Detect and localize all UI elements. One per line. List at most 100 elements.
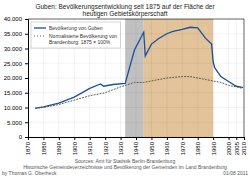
y-tick-mark	[25, 19, 28, 20]
y-tick-label: 0	[19, 134, 23, 140]
x-tick-mark	[121, 137, 122, 140]
y-tick: 30.000	[4, 46, 28, 52]
y-tick-label: 10.000	[4, 105, 23, 111]
x-tick: 1990	[211, 137, 217, 155]
x-tick-label: 2000	[226, 141, 232, 155]
x-tick-mark	[167, 137, 168, 140]
y-tick: 20.000	[4, 75, 28, 81]
x-tick-label: 2010	[241, 141, 247, 155]
legend-label: Bevölkerung von Guben	[49, 25, 103, 31]
x-tick-label: 1930	[118, 141, 124, 155]
legend-item: Bevölkerung von Guben	[34, 25, 103, 31]
y-tick-mark	[25, 137, 28, 138]
grid-line-y	[28, 107, 244, 108]
x-tick: 1960	[164, 137, 170, 155]
y-tick-label: 25.000	[4, 61, 23, 67]
x-tick: 1900	[72, 137, 78, 155]
grid-line-y	[28, 122, 244, 123]
y-tick: 10.000	[4, 105, 28, 111]
y-tick: 40.000	[4, 16, 28, 22]
x-tick-mark	[43, 137, 44, 140]
x-tick-mark	[182, 137, 183, 140]
legend-label-line: Brandenburg: 1875 = 100%	[49, 39, 111, 45]
y-tick-label: 15.000	[4, 90, 23, 96]
x-tick-label: 1960	[164, 141, 170, 155]
legend: Bevölkerung von Guben Normalisierte Bevöl…	[31, 22, 120, 48]
x-tick: 1980	[195, 137, 201, 155]
x-tick: 2005	[234, 137, 240, 155]
title: Guben: Bevölkerungsentwicklung seit 1875…	[35, 3, 215, 19]
x-tick: 1940	[133, 137, 139, 155]
x-tick-label: 1950	[149, 141, 155, 155]
x-tick: 2010	[241, 137, 247, 155]
legend-swatch	[34, 36, 46, 37]
y-tick-label: 35.000	[4, 31, 23, 37]
grid-line-y	[28, 78, 244, 79]
x-tick-label: 2005	[234, 141, 240, 155]
x-tick-label: 1920	[103, 141, 109, 155]
y-tick: 0	[19, 134, 28, 140]
y-tick-label: 30.000	[4, 46, 23, 52]
x-tick-label: 1880	[41, 141, 47, 155]
y-tick-mark	[25, 93, 28, 94]
x-tick-mark	[213, 137, 214, 140]
legend-label: Normalisierte Bevölkerung vonBrandenburg…	[49, 33, 117, 45]
y-tick-mark	[25, 122, 28, 123]
x-tick-mark	[90, 137, 91, 140]
x-tick-label: 1940	[133, 141, 139, 155]
x-tick: 1930	[118, 137, 124, 155]
x-tick-label: 1900	[72, 141, 78, 155]
grid	[28, 19, 244, 137]
y-tick-mark	[25, 108, 28, 109]
x-tick-mark	[151, 137, 152, 140]
source-note: 01/08 2011	[223, 170, 248, 176]
legend-box	[31, 22, 120, 48]
y-tick-mark	[25, 49, 28, 50]
x-tick-label: 1890	[56, 141, 62, 155]
grid-line-y	[28, 19, 244, 20]
x-axis-line	[29, 138, 245, 141]
x-tick-label: 1970	[180, 141, 186, 155]
x-tick-label: 1870	[25, 141, 31, 155]
series-line	[36, 27, 243, 108]
x-tick-mark	[198, 137, 199, 140]
y-tick-label: 20.000	[4, 75, 23, 81]
frame-top	[28, 19, 244, 20]
legend-swatch	[34, 27, 46, 28]
x-tick-mark	[236, 137, 237, 140]
grid-line-y	[28, 137, 244, 138]
grid-line-y	[28, 92, 244, 93]
y-tick-mark	[25, 63, 28, 64]
series-line	[36, 77, 243, 109]
x-tick-mark	[105, 137, 106, 140]
x-tick: 1970	[180, 137, 186, 155]
y-tick-label: 5.000	[7, 120, 23, 126]
chart: Guben: Bevölkerungsentwicklung seit 1875…	[0, 0, 250, 177]
y-tick: 15.000	[4, 90, 28, 96]
grid-line-y	[28, 63, 244, 64]
x-tick: 1870	[25, 137, 31, 155]
x-tick: 1920	[103, 137, 109, 155]
x-tick: 2000	[226, 137, 232, 155]
y-axis: 0 5.000 10.000 15.000 20.000 25.000 30.000 35.0…	[4, 16, 29, 140]
y-axis-line	[25, 20, 29, 138]
x-tick: 1890	[56, 137, 62, 155]
source-note: by Thomas G. Oberheck	[2, 170, 57, 176]
y-tick-mark	[25, 34, 28, 35]
y-tick-mark	[25, 78, 28, 79]
y-tick: 5.000	[7, 120, 28, 126]
y-tick-label: 40.000	[4, 16, 23, 22]
frame-right	[244, 19, 245, 137]
legend-label-line: Bevölkerung von Guben	[49, 25, 103, 31]
plot: 1870 1880 1890 1900 1910 1920 1930 1940 1950 1960…	[4, 16, 248, 155]
y-tick: 25.000	[4, 61, 28, 67]
y-tick: 35.000	[4, 31, 28, 37]
x-tick-mark	[244, 137, 245, 140]
x-axis: 1870 1880 1890 1900 1910 1920 1930 1940 1950 1960…	[25, 137, 247, 155]
x-tick-mark	[59, 137, 60, 140]
title-line: heutigen Gebietskörperschaft	[83, 10, 168, 18]
x-tick: 1910	[87, 137, 93, 155]
x-tick-mark	[136, 137, 137, 140]
x-tick-mark	[229, 137, 230, 140]
marks	[28, 19, 244, 137]
